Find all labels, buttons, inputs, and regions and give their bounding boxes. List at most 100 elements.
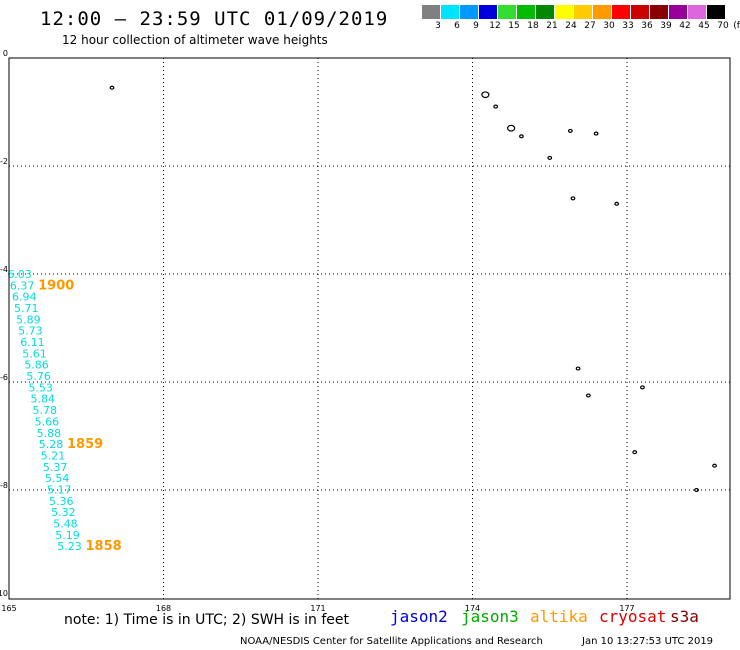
swh-value: 5.84 [31, 393, 56, 406]
scale-swatch-30 [593, 5, 612, 19]
map-frame [8, 57, 731, 600]
island-outline [632, 450, 638, 455]
scale-unit: (ft) [733, 21, 740, 31]
source-credit: NOAA/NESDIS Center for Satellite Applica… [240, 636, 543, 647]
scale-label-15: 15 [508, 21, 520, 31]
island-outline [507, 124, 516, 132]
scale-label-27: 27 [584, 21, 596, 31]
scale-swatch-45 [688, 5, 707, 19]
lat-tick-label: -2 [0, 157, 8, 166]
island-outlines [109, 85, 717, 493]
track-time-label: 1858 [86, 539, 122, 554]
scale-swatch-24 [555, 5, 574, 19]
scale-swatch-21 [536, 5, 555, 19]
lon-tick-label: 171 [310, 604, 325, 613]
scale-label-3: 3 [435, 21, 441, 31]
island-outline [493, 104, 499, 109]
scale-label-24: 24 [565, 21, 577, 31]
swh-value: 5.21 [41, 449, 66, 462]
satellite-cryosat: cryosat [599, 607, 667, 626]
island-outline [547, 155, 553, 160]
island-outline [593, 131, 599, 136]
scale-label-39: 39 [660, 21, 672, 31]
scale-label-70: 70 [717, 21, 729, 31]
swh-value: 5.86 [24, 359, 49, 372]
island-outline [575, 366, 581, 371]
island-outline [570, 196, 576, 201]
swh-value: 5.23 [57, 540, 82, 553]
scale-swatch-3 [422, 5, 441, 19]
island-outline [585, 393, 591, 398]
track-time-label: 1859 [67, 437, 103, 452]
swh-value: 5.76 [26, 370, 51, 383]
island-outline [519, 134, 524, 139]
island-outline [640, 385, 645, 390]
swh-value: 5.17 [47, 483, 72, 496]
lon-tick-label: 165 [1, 604, 16, 613]
island-outline [481, 91, 490, 99]
swh-value: 5.19 [55, 529, 80, 542]
lat-tick-label: -10 [0, 589, 8, 598]
swh-value: 5.66 [35, 415, 60, 428]
lat-tick-label: -4 [0, 265, 8, 274]
scale-swatch-42 [669, 5, 688, 19]
scale-swatch-18 [517, 5, 536, 19]
swh-value: 6.94 [12, 291, 37, 304]
scale-label-6: 6 [454, 21, 460, 31]
scale-swatch-36 [631, 5, 650, 19]
scale-label-18: 18 [527, 21, 539, 31]
units-note: note: 1) Time is in UTC; 2) SWH is in fe… [64, 612, 350, 628]
satellite-altika: altika [530, 607, 588, 626]
scale-label-12: 12 [489, 21, 501, 31]
island-outline [614, 201, 620, 206]
swh-value: 6.37 [10, 279, 35, 292]
lon-tick-label: 174 [465, 604, 480, 613]
island-outline [567, 128, 573, 133]
swh-value: 5.61 [22, 347, 47, 360]
scale-label-30: 30 [603, 21, 615, 31]
scale-swatch-15 [498, 5, 517, 19]
swh-value: 5.37 [43, 461, 68, 474]
swh-value: 5.54 [45, 472, 70, 485]
swh-value: 5.71 [14, 302, 39, 315]
swh-value: 5.32 [51, 506, 76, 519]
island-outline [694, 487, 699, 493]
swh-value: 5.88 [37, 427, 62, 440]
swh-value: 6.11 [20, 336, 45, 349]
lat-tick-label: -8 [0, 481, 8, 490]
scale-swatch-6 [441, 5, 460, 19]
scale-swatch-39 [650, 5, 669, 19]
lat-tick-label: -6 [0, 373, 8, 382]
scale-label-9: 9 [473, 21, 479, 31]
lat-tick-label: 0 [3, 49, 8, 58]
swh-value: 5.36 [49, 495, 74, 508]
island-outline [712, 463, 717, 468]
scale-label-21: 21 [546, 21, 558, 31]
swh-value: 6.03 [7, 268, 32, 281]
map-title: 12:00 – 23:59 UTC 01/09/2019 [40, 8, 389, 30]
satellite-s3a: s3a [670, 607, 699, 626]
swh-value: 5.53 [28, 381, 53, 394]
scale-label-42: 42 [679, 21, 691, 31]
swh-value: 5.28 [39, 438, 64, 451]
scale-swatch-27 [574, 5, 593, 19]
map-subtitle: 12 hour collection of altimeter wave hei… [62, 33, 328, 47]
scale-swatch-9 [460, 5, 479, 19]
satellite-jason2: jason2 [390, 607, 448, 626]
scale-swatch-12 [479, 5, 498, 19]
satellite-track: 6.036.376.945.715.895.736.115.615.865.76… [7, 268, 121, 554]
scale-label-36: 36 [641, 21, 653, 31]
track-time-label: 1900 [38, 278, 74, 293]
scale-swatch-33 [612, 5, 631, 19]
lon-tick-label: 177 [619, 604, 634, 613]
scale-label-33: 33 [622, 21, 634, 31]
scale-swatch-70 [707, 5, 726, 19]
swh-value: 5.89 [16, 313, 41, 326]
map-grid: 165 168 171 174 177 0 -2 -4 -6 -8 -10 [0, 49, 730, 613]
island-outline [109, 85, 115, 90]
scale-label-45: 45 [698, 21, 710, 31]
swh-value: 5.73 [18, 325, 43, 338]
lon-tick-label: 168 [156, 604, 171, 613]
swh-value: 5.48 [53, 517, 78, 530]
